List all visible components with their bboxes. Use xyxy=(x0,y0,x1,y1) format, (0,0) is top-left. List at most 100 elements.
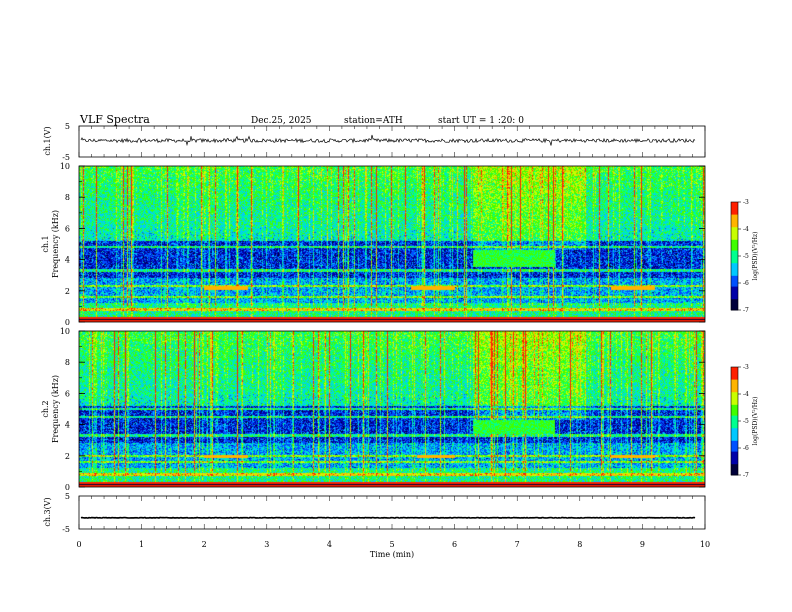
time-tick-label-3: 3 xyxy=(264,540,269,549)
ch2-colorbar-cell xyxy=(731,457,738,460)
ch1-colorbar-cell xyxy=(731,281,738,284)
ch1-colorbar-cell xyxy=(731,272,738,275)
time-tick-label-8: 8 xyxy=(577,540,582,549)
ch2-spectrogram-ytick-label-1: 2 xyxy=(65,452,70,461)
ch1-colorbar-cell xyxy=(731,214,738,217)
ch2-colorbar-cell xyxy=(731,381,738,384)
ch2-colorbar-cell xyxy=(731,422,738,426)
ch2-colorbar-cell xyxy=(731,473,738,476)
ch2-colorbar-cell xyxy=(731,433,738,436)
ch1-spectrogram-image xyxy=(79,166,705,322)
ch1-colorbar-cell xyxy=(731,277,738,280)
ch1-colorbar-cell xyxy=(731,306,738,309)
ch2-colorbar-cell xyxy=(731,383,738,386)
ch1-colorbar-cell xyxy=(731,274,738,277)
ch1-colorbar-tick-label-3: -6 xyxy=(743,280,749,287)
ch2-colorbar-cell xyxy=(731,417,738,420)
ch3-waveform-ticks xyxy=(78,496,706,529)
station-label: station=ATH xyxy=(344,116,403,126)
start-ut-label: start UT = 1 :20: 0 xyxy=(438,116,524,126)
ch2-colorbar-cell xyxy=(731,467,738,471)
ch1-colorbar-cell xyxy=(731,301,738,304)
ch3-ytick-top: 5 xyxy=(65,492,70,501)
ch1-colorbar-cell xyxy=(731,234,738,237)
ch2-colorbar-cell xyxy=(731,431,738,435)
ch1-colorbar-cell xyxy=(731,230,738,234)
ch2-colorbar-cell xyxy=(731,413,738,417)
ch1-colorbar-cell xyxy=(731,295,738,298)
ch1-colorbar-cell xyxy=(731,238,738,241)
ch2-colorbar-cell xyxy=(731,404,738,408)
ch1-colorbar-cell xyxy=(731,236,738,239)
ch1-colorbar-cell xyxy=(731,263,738,266)
ch1-colorbar-cell xyxy=(731,304,738,307)
ch2-colorbar-cell xyxy=(731,415,738,418)
ch2-colorbar-cell xyxy=(731,458,738,462)
figure-title: VLF Spectra xyxy=(79,113,150,126)
ch2-colorbar-cell xyxy=(731,426,738,429)
time-tick-label-2: 2 xyxy=(202,540,207,549)
ch1-colorbar-cell xyxy=(731,279,738,282)
ch2-colorbar-cell xyxy=(731,428,738,431)
ch1-colorbar-cell xyxy=(731,259,738,262)
ch2-colorbar-cell xyxy=(731,399,738,402)
ch1-waveform-trace xyxy=(80,134,696,147)
ch2-colorbar-tick-label-0: -3 xyxy=(743,364,749,371)
ch1-colorbar-tick-label-2: -5 xyxy=(743,253,749,260)
ch2-colorbar-cell xyxy=(731,368,738,372)
ch2-colorbar-cell xyxy=(731,469,738,472)
ch1-colorbar-cell xyxy=(731,239,738,243)
ch1-colorbar-tick-label-1: -4 xyxy=(743,226,749,233)
ch1-colorbar-cell xyxy=(731,308,738,311)
ch1-colorbar-cell xyxy=(731,257,738,261)
ch2-colorbar-cell xyxy=(731,444,738,447)
ch1-colorbar-cell xyxy=(731,256,738,259)
ch3-waveform-ylabel: ch.3(V) xyxy=(43,497,52,526)
ch3-waveform-panel: 5 -5 ch.3(V) xyxy=(43,492,706,534)
ch3-ytick-bottom: -5 xyxy=(62,525,70,534)
ch2-frequency-ylabel: Frequency (kHz) xyxy=(51,375,60,443)
ch1-colorbar-cell xyxy=(731,254,738,257)
ch1-colorbar-cell xyxy=(731,270,738,273)
ch1-colorbar-tick-label-0: -3 xyxy=(743,199,749,206)
ch2-colorbar-cell xyxy=(731,386,738,390)
ch2-colorbar-cell xyxy=(731,367,738,370)
ch2-colorbar-cell xyxy=(731,395,738,399)
ch2-colorbar-cell xyxy=(731,403,738,406)
ch2-colorbar: -3 -4 -5 -6 -7 log(PSD)(V²/Hz) xyxy=(730,364,759,479)
ch2-spectrogram-ytick-label-2: 4 xyxy=(65,421,70,430)
ch1-colorbar-cell xyxy=(731,247,738,250)
ch1-ytick-bottom: -5 xyxy=(62,153,70,162)
ch1-colorbar-label: log(PSD)(V²/Hz) xyxy=(752,232,759,281)
time-tick-label-6: 6 xyxy=(452,540,457,549)
ch1-colorbar-cell xyxy=(731,265,738,268)
ch1-spectrogram-ytick-label-5: 10 xyxy=(60,162,70,171)
ch2-colorbar-cell xyxy=(731,408,738,411)
ch1-spectrogram-ytick-label-4: 8 xyxy=(65,193,70,202)
ch2-colorbar-cell xyxy=(731,370,738,373)
ch2-colorbar-label: log(PSD)(V²/Hz) xyxy=(752,397,759,446)
ch2-colorbar-cell xyxy=(731,455,738,458)
time-tick-label-5: 5 xyxy=(389,540,394,549)
ch1-colorbar-cell xyxy=(731,302,738,306)
ch2-spectrogram-ytick-label-4: 8 xyxy=(65,358,70,367)
ch2-colorbar-cell xyxy=(731,446,738,449)
ch1-colorbar-cell xyxy=(731,202,738,205)
ch2-colorbar-cell xyxy=(731,388,738,391)
ch1-colorbar-cell xyxy=(731,229,738,232)
time-tick-label-0: 0 xyxy=(76,540,81,549)
ch1-waveform-ticks xyxy=(78,126,706,157)
ch2-colorbar-cell xyxy=(731,424,738,427)
ch1-spectrogram-ytick-label-0: 0 xyxy=(65,318,70,327)
ch2-colorbar-cell xyxy=(731,419,738,422)
ch2-colorbar-tick-label-1: -4 xyxy=(743,391,749,398)
ch1-colorbar-cell xyxy=(731,290,738,293)
ch1-colorbar-cell xyxy=(731,275,738,279)
ch2-channel-label: ch.2 xyxy=(41,400,50,417)
ch2-colorbar-tick-label-3: -6 xyxy=(743,445,749,452)
ch1-colorbar-cell xyxy=(731,223,738,226)
ch2-colorbar-cell xyxy=(731,464,738,467)
ch1-spectrogram-ytick-label-1: 2 xyxy=(65,287,70,296)
ch1-colorbar-cell xyxy=(731,225,738,228)
